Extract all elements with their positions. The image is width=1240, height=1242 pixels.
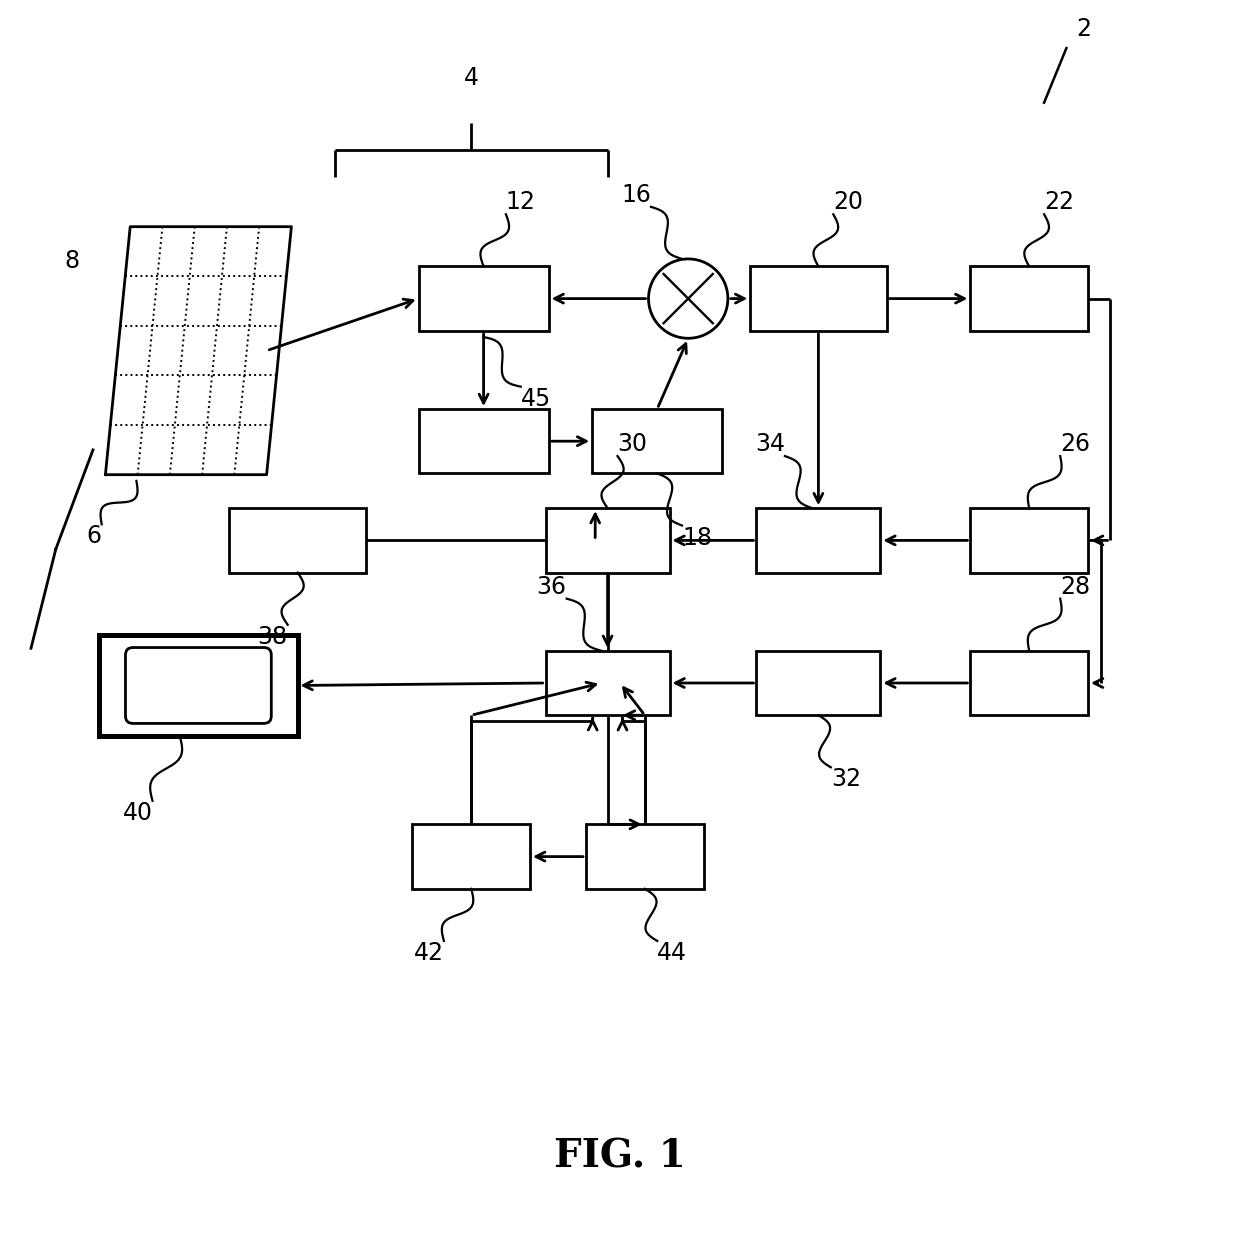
Bar [419,409,549,473]
Bar [587,825,704,889]
Text: 28: 28 [1060,575,1090,599]
Text: 34: 34 [755,432,785,456]
Text: 22: 22 [1044,190,1074,215]
Text: 6: 6 [87,524,102,548]
Bar [229,508,366,573]
Bar [412,825,531,889]
Text: 8: 8 [64,250,79,273]
Text: 4: 4 [464,66,479,91]
Text: 44: 44 [657,941,687,965]
Text: 26: 26 [1060,432,1090,456]
Text: FIG. 1: FIG. 1 [554,1138,686,1176]
Text: 36: 36 [537,575,567,599]
Text: 20: 20 [833,190,863,215]
FancyBboxPatch shape [125,647,272,723]
Bar [970,508,1089,573]
Bar [970,651,1089,715]
Text: 12: 12 [506,190,536,215]
Text: 16: 16 [621,183,651,207]
Bar [546,651,670,715]
Bar [419,266,549,330]
Bar [970,266,1089,330]
Text: 30: 30 [618,432,647,456]
Bar [756,508,880,573]
Bar [593,409,722,473]
Bar [99,635,298,737]
Bar [750,266,887,330]
Text: 40: 40 [123,801,153,825]
Text: 32: 32 [831,768,861,791]
Bar [546,508,670,573]
Text: 42: 42 [414,941,444,965]
Text: 18: 18 [682,525,712,549]
Text: 45: 45 [521,386,551,411]
Text: 38: 38 [258,625,288,648]
Text: 2: 2 [1076,16,1091,41]
Bar [756,651,880,715]
